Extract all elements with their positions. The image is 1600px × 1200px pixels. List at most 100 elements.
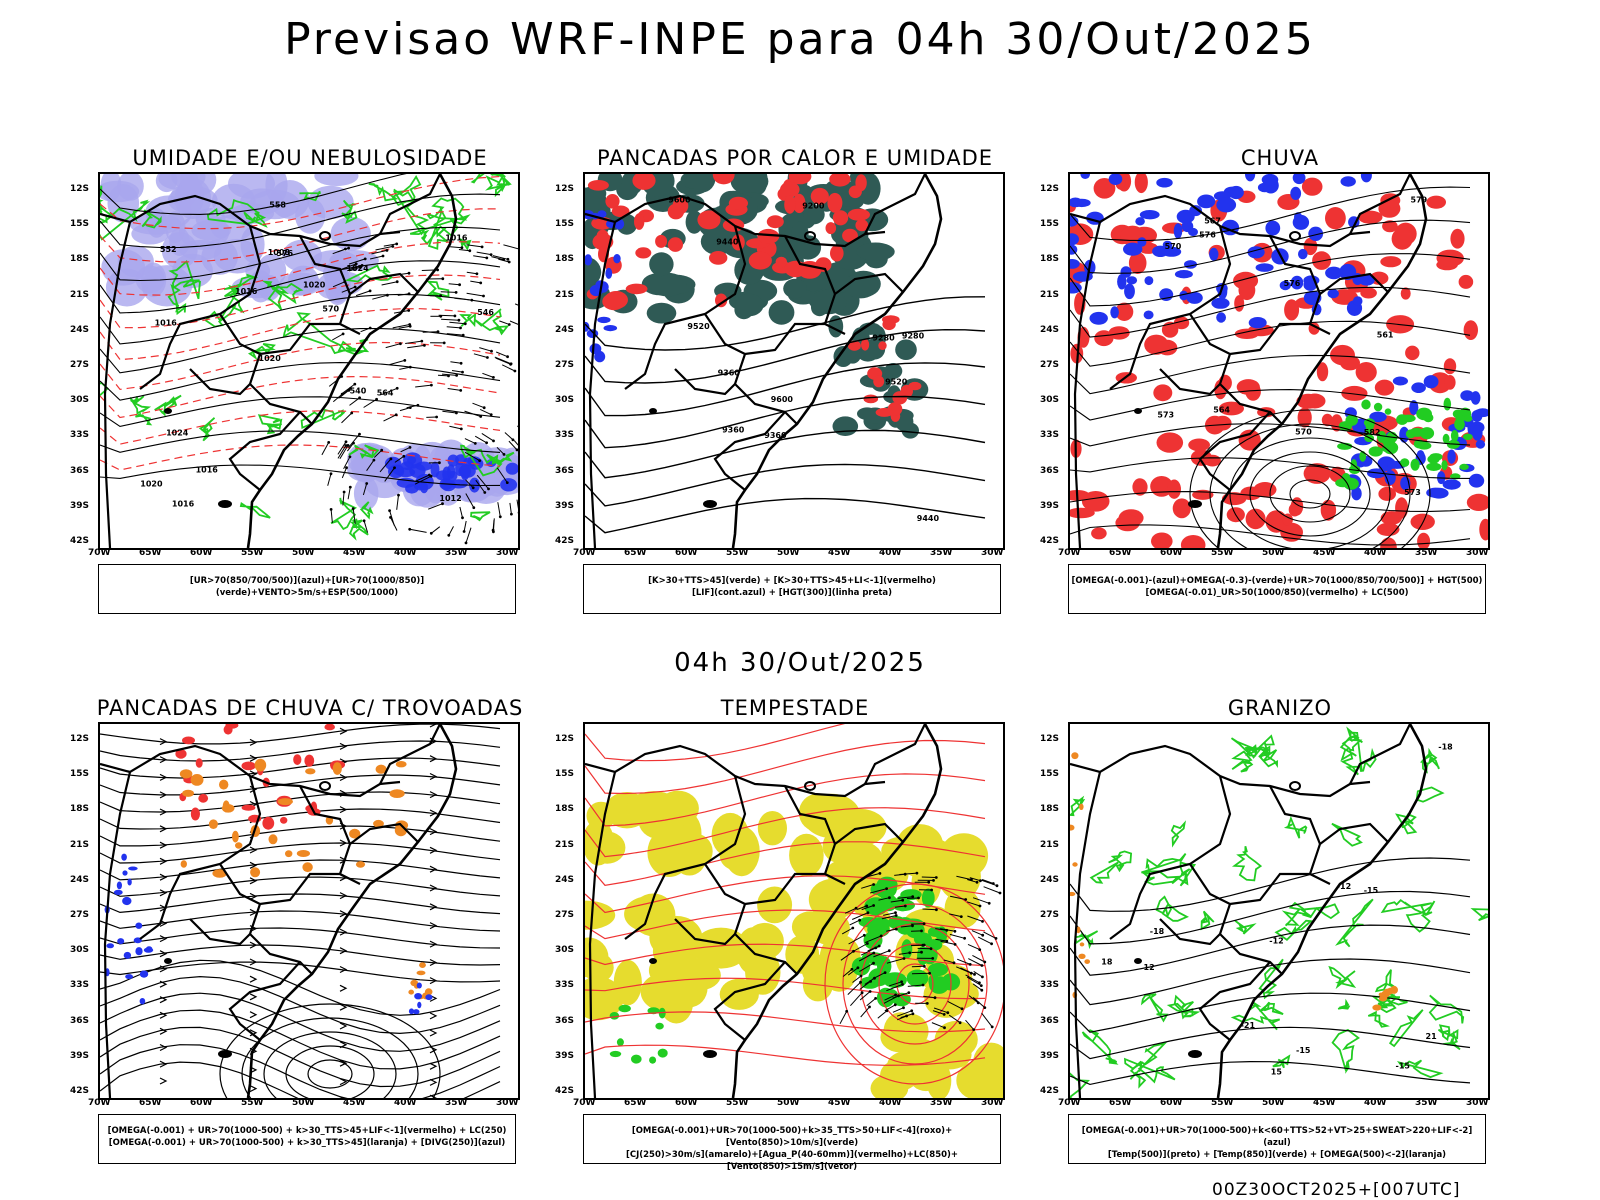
contour-label: 18 xyxy=(1101,957,1113,966)
lat-tick-label: 30S xyxy=(70,395,90,406)
lon-tick-label: 50W xyxy=(777,548,800,558)
lat-tick-label: 36S xyxy=(555,465,575,476)
lat-tick-label: 33S xyxy=(1040,980,1060,991)
contour-label: 558 xyxy=(269,200,286,209)
lon-tick-label: 55W xyxy=(241,1098,264,1108)
contour-label: 1008 xyxy=(268,248,291,257)
lon-tick-label: 35W xyxy=(445,548,468,558)
lat-tick-label: 33S xyxy=(70,980,90,991)
contour-label: 1024 xyxy=(346,264,369,273)
legend-box: [OMEGA(-0.001)+UR>70(1000-500)+k>35_TTS>… xyxy=(583,1114,1001,1172)
lon-tick-label: 55W xyxy=(726,1098,749,1108)
map-canvas: 1012 1016 1016 1020 1024 1016 1008 1020 1024 1016… xyxy=(100,174,518,548)
panel-pancadas-trovoadas: PANCADAS DE CHUVA C/ TROVOADAS 12S 15S 18S… xyxy=(70,696,550,1176)
lon-tick-label: 70W xyxy=(1058,1098,1081,1108)
contour-label: 1016 xyxy=(196,466,219,475)
lon-tick-label: 30W xyxy=(496,548,519,558)
map-canvas xyxy=(585,724,1003,1098)
legend-box: [OMEGA(-0.001) + UR>70(1000-500) + k>30_… xyxy=(98,1114,516,1164)
lat-tick-label: 27S xyxy=(555,910,575,920)
lat-tick-label: 21S xyxy=(555,839,575,850)
lat-tick-label: 39S xyxy=(70,1050,90,1061)
panel-umidade: UMIDADE E/OU NEBULOSIDADE 1012 1016 1016 10… xyxy=(70,146,550,626)
lat-tick-label: 39S xyxy=(1040,1050,1060,1061)
lat-tick-label: 24S xyxy=(1040,874,1060,885)
lon-tick-label: 60W xyxy=(675,548,698,558)
lon-tick-label: 60W xyxy=(1160,548,1183,558)
lat-tick-label: 30S xyxy=(555,945,575,956)
contour-label: 564 xyxy=(377,388,394,397)
contour-label: 1024 xyxy=(166,428,189,437)
contour-label: 12 xyxy=(1144,963,1155,972)
lat-tick-label: 12S xyxy=(1040,734,1060,744)
contour-label: 1016 xyxy=(445,234,468,243)
weather-map: 573 576 570 567 564 561 582 579 576 573 570 xyxy=(1068,172,1490,550)
legend-line: [CJ(250)>30m/s](amarelo)+[Agua_P(40-60mm… xyxy=(625,1150,959,1172)
contour-label: 1020 xyxy=(259,354,282,363)
contour-label: 570 xyxy=(1295,428,1312,437)
lon-tick-label: 50W xyxy=(1262,1098,1285,1108)
lat-tick-label: 12S xyxy=(1040,184,1060,194)
lat-tick-label: 21S xyxy=(70,289,90,300)
lat-tick-label: 21S xyxy=(70,839,90,850)
panel-title: CHUVA xyxy=(1240,146,1320,170)
lat-tick-label: 36S xyxy=(555,1015,575,1026)
lat-tick-label: 24S xyxy=(1040,324,1060,335)
lat-tick-label: 27S xyxy=(70,910,90,920)
lon-tick-label: 65W xyxy=(1109,1098,1132,1108)
weather-map: 1012 1016 1016 1020 1024 1016 1008 1020 1024 1016… xyxy=(98,172,520,550)
lon-tick-label: 55W xyxy=(1211,1098,1234,1108)
contour-label: 579 xyxy=(1411,196,1428,205)
lat-tick-label: 33S xyxy=(555,430,575,441)
lat-tick-label: 36S xyxy=(70,465,90,476)
lat-tick-label: 21S xyxy=(1040,289,1060,300)
lat-tick-label: 36S xyxy=(70,1015,90,1026)
lon-tick-label: 30W xyxy=(981,548,1004,558)
lon-tick-label: 50W xyxy=(292,548,315,558)
lat-tick-label: 39S xyxy=(1040,500,1060,511)
contour-label: -12 xyxy=(1269,937,1283,946)
lat-tick-label: 24S xyxy=(70,874,90,885)
lat-tick-label: 30S xyxy=(70,945,90,956)
contour-label: 1020 xyxy=(303,281,326,290)
panel-pancadas-calor: PANCADAS POR CALOR E UMIDADE 9600 9520 960… xyxy=(555,146,1035,626)
lat-tick-label: 30S xyxy=(1040,945,1060,956)
lat-tick-label: 39S xyxy=(555,500,575,511)
lon-tick-label: 70W xyxy=(1058,548,1081,558)
contour-label: 21 xyxy=(1426,1032,1438,1041)
contour-label: 9600 xyxy=(668,195,691,204)
contour-label: 9280 xyxy=(872,333,895,342)
contour-label: 573 xyxy=(1404,488,1421,497)
panel-tempestade: TEMPESTADE 12S 15S 18S 21S 24S 27S 30S 33S 36S 39… xyxy=(555,696,1035,1176)
lon-tick-label: 70W xyxy=(573,1098,596,1108)
lat-tick-label: 24S xyxy=(70,324,90,335)
lat-tick-label: 42S xyxy=(555,1086,575,1096)
panel-title: PANCADAS DE CHUVA C/ TROVOADAS xyxy=(96,696,524,720)
lat-tick-label: 42S xyxy=(70,1086,90,1096)
lat-tick-label: 18S xyxy=(555,804,575,815)
lon-tick-label: 60W xyxy=(190,548,213,558)
lat-tick-label: 12S xyxy=(70,734,90,744)
contour-label: -18 xyxy=(1438,742,1453,751)
lat-tick-label: 15S xyxy=(555,219,575,230)
contour-label: 1020 xyxy=(140,480,163,489)
lat-tick-label: 36S xyxy=(1040,1015,1060,1026)
run-time-footer: 00Z30OCT2025+[007UTC] xyxy=(1212,1180,1461,1200)
lon-tick-label: 40W xyxy=(394,548,417,558)
contour-label: 9360 xyxy=(722,425,745,434)
lon-tick-label: 65W xyxy=(1109,548,1132,558)
lat-tick-label: 30S xyxy=(1040,395,1060,406)
lon-tick-label: 55W xyxy=(241,548,264,558)
lat-tick-label: 42S xyxy=(1040,1086,1060,1096)
contour-label: 573 xyxy=(1157,410,1174,419)
contour-label: 1016 xyxy=(155,319,178,328)
lat-tick-label: 18S xyxy=(1040,804,1060,815)
lat-tick-label: 33S xyxy=(70,430,90,441)
panel-title: TEMPESTADE xyxy=(720,696,870,720)
panel-title: PANCADAS POR CALOR E UMIDADE xyxy=(596,146,994,170)
contour-label: 15 xyxy=(1271,1068,1283,1077)
lat-tick-label: 15S xyxy=(70,219,90,230)
contour-label: 564 xyxy=(1213,406,1230,415)
lon-tick-label: 30W xyxy=(981,1098,1004,1108)
lat-tick-label: 39S xyxy=(555,1050,575,1061)
